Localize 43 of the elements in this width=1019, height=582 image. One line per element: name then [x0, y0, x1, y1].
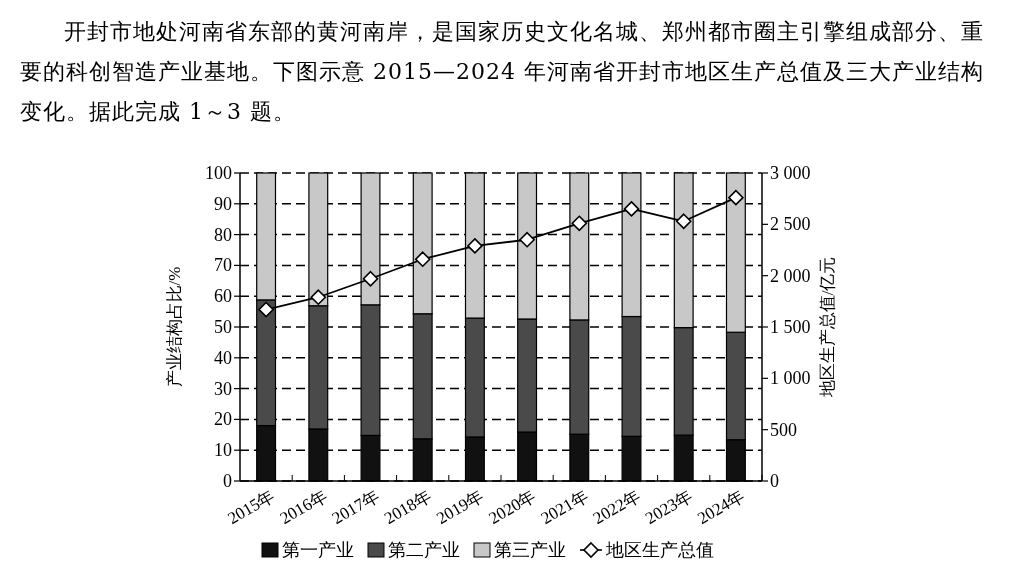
y2-tick-label: 2 000 — [770, 265, 811, 286]
point — [414, 251, 431, 268]
x-tick-label: 2016年 — [276, 486, 331, 528]
y2-tick-label: 3 000 — [770, 163, 811, 183]
y2-axis-title: 地区生产总值/亿元 — [818, 256, 837, 399]
y2-tick-label: 0 — [770, 471, 779, 491]
x-tick-label: 2020年 — [485, 486, 540, 528]
y2-tick-label: 1 500 — [770, 317, 811, 337]
point — [467, 238, 483, 254]
x-tick-label: 2017年 — [328, 486, 383, 528]
y-tick-label: 50 — [214, 317, 232, 337]
y-tick-label: 40 — [214, 347, 232, 368]
y-tick-label: 10 — [214, 440, 232, 461]
y-tick-label: 80 — [214, 224, 232, 245]
legend-label: 第三产业 — [494, 539, 566, 560]
y-tick-label: 20 — [214, 409, 232, 430]
point — [571, 215, 588, 232]
point — [310, 289, 327, 306]
x-tick-label: 2018年 — [381, 486, 435, 528]
point — [258, 301, 274, 318]
x-tick-label: 2021年 — [537, 486, 592, 528]
legend-label: 第二产业 — [388, 539, 460, 560]
y2-tick-label: 2 500 — [770, 214, 811, 235]
point — [728, 189, 744, 206]
y-tick-label: 90 — [214, 193, 232, 214]
point — [362, 270, 379, 287]
x-tick-label: 2022年 — [589, 486, 644, 528]
y-tick-label: 70 — [214, 255, 232, 276]
y-tick-label: 30 — [214, 378, 232, 399]
y-tick-label: 100 — [205, 163, 232, 183]
legend-label: 第一产业 — [282, 539, 354, 560]
x-tick-label: 2023年 — [642, 486, 696, 528]
x-tick-label: 2019年 — [433, 486, 487, 528]
y-tick-label: 60 — [214, 286, 232, 307]
point — [675, 213, 692, 230]
y2-tick-label: 1 000 — [770, 368, 811, 389]
point — [519, 231, 535, 248]
legend-label: 地区生产总值 — [605, 539, 714, 560]
chart-title: 开封市地处河南省东部的黄河南岸，是国家历史文化名城、郑州都市圈主引擎组成部分、重要的科创智造产业基地。下图示意 2015—2024 年河南省开封市地区生产总值及三大产业结构变化。据此完成 1～3 题。 — [20, 18, 985, 126]
y2-tick-label: 500 — [770, 419, 797, 440]
point — [623, 201, 640, 217]
y-axis-title: 产业结构占比/% — [165, 266, 184, 388]
x-tick-label: 2024年 — [694, 486, 748, 528]
